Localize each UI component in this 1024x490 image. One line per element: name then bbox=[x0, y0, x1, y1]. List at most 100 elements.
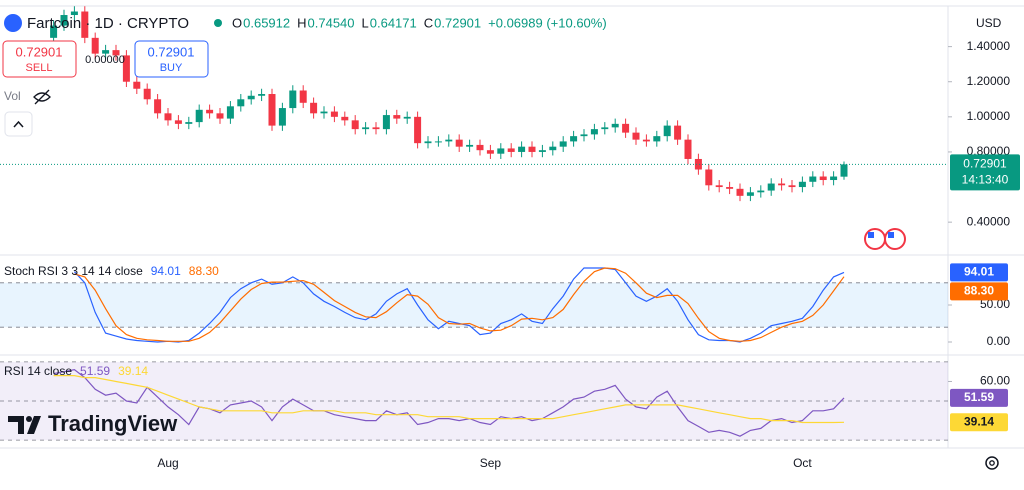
symbol-icon bbox=[4, 14, 22, 32]
candle-body bbox=[268, 94, 276, 126]
candle-body bbox=[778, 183, 786, 186]
band-fill bbox=[0, 282, 948, 328]
x-tick-label: Sep bbox=[480, 456, 502, 470]
candle-body bbox=[590, 129, 598, 135]
candle-body bbox=[674, 125, 682, 140]
candle-body bbox=[663, 125, 671, 137]
flag-canton bbox=[888, 232, 894, 238]
watermark-text: TradingView bbox=[48, 411, 178, 436]
indicator-line bbox=[53, 375, 845, 424]
x-tick-label: Aug bbox=[157, 456, 178, 470]
candle-body bbox=[60, 15, 68, 26]
indicator-line bbox=[73, 267, 845, 343]
legend-value: 51.59 bbox=[80, 364, 110, 378]
candle-body bbox=[497, 148, 505, 154]
candle-body bbox=[351, 120, 359, 130]
indicator-line bbox=[53, 369, 845, 437]
change: +0.06989 (+10.60%) bbox=[488, 15, 607, 30]
candle-body bbox=[798, 181, 806, 188]
candle-body bbox=[445, 139, 453, 142]
y-tick-label: 1.00000 bbox=[967, 109, 1011, 123]
watermark: TradingView bbox=[8, 411, 178, 436]
candle-body bbox=[570, 136, 578, 142]
volume-label: Vol bbox=[4, 89, 21, 103]
candle-body bbox=[788, 185, 796, 188]
candle-body bbox=[362, 127, 370, 130]
candle-body bbox=[289, 90, 297, 109]
legend-value: 39.14 bbox=[118, 364, 148, 378]
candle-body bbox=[809, 176, 817, 182]
candle-body bbox=[310, 102, 318, 114]
symbol-title[interactable]: Fartcoin · 1D · CRYPTO bbox=[27, 15, 189, 32]
collapse-button[interactable] bbox=[4, 111, 33, 137]
legend-value: 94.01 bbox=[151, 264, 181, 278]
candle-body bbox=[507, 148, 515, 152]
y-tick-label: 1.40000 bbox=[967, 39, 1011, 53]
sell-button[interactable] bbox=[2, 40, 77, 78]
indicator-title: Stoch RSI 3 3 14 14 close bbox=[4, 264, 143, 278]
candle-body bbox=[476, 144, 484, 151]
candle-body bbox=[174, 120, 182, 124]
candle-body bbox=[726, 187, 734, 189]
stat-key: C bbox=[424, 15, 433, 30]
stat-key: H bbox=[297, 15, 306, 30]
candle-body bbox=[622, 123, 630, 133]
y-tick-label: 1.20000 bbox=[967, 74, 1011, 88]
candle-body bbox=[133, 81, 141, 89]
candle-body bbox=[70, 11, 78, 16]
stat-key: L bbox=[362, 15, 369, 30]
candle-body bbox=[549, 146, 557, 151]
candle-body bbox=[91, 37, 99, 54]
price-tag bbox=[950, 154, 1020, 191]
candle-body bbox=[154, 99, 162, 114]
gear bbox=[985, 456, 999, 470]
candle-body bbox=[580, 134, 588, 137]
value-tag bbox=[950, 282, 1008, 301]
currency[interactable]: USD bbox=[976, 16, 1002, 30]
marks bbox=[0, 6, 948, 437]
y-tick-label: 50.00 bbox=[980, 297, 1010, 311]
candle-body bbox=[538, 150, 546, 152]
candle-body bbox=[632, 132, 640, 140]
event-flags[interactable] bbox=[864, 228, 906, 250]
candle-body bbox=[102, 50, 110, 54]
candle-body bbox=[767, 183, 775, 191]
candle-body bbox=[393, 115, 401, 119]
indicator-line bbox=[74, 267, 845, 342]
candle-body bbox=[434, 141, 442, 143]
candle-body bbox=[50, 25, 58, 38]
x-tick-label: Oct bbox=[793, 456, 812, 470]
candle-body bbox=[341, 116, 349, 121]
candle-body bbox=[330, 111, 338, 117]
candle-body bbox=[195, 109, 203, 123]
candle-body bbox=[299, 90, 307, 103]
candle-body bbox=[320, 111, 328, 114]
candle-body bbox=[830, 176, 838, 181]
candle-body bbox=[653, 136, 661, 142]
eye-slash bbox=[34, 89, 50, 105]
candle-body bbox=[611, 123, 619, 128]
candle-body bbox=[247, 95, 255, 100]
candle-body bbox=[237, 99, 245, 107]
candle-body bbox=[694, 158, 702, 170]
candle-body bbox=[455, 139, 463, 147]
flag-canton bbox=[868, 232, 874, 238]
buy-button[interactable] bbox=[134, 40, 209, 78]
stat-value: 0.64171 bbox=[370, 15, 417, 30]
candle-body bbox=[518, 146, 526, 152]
value-tag bbox=[950, 388, 1008, 407]
stat-key: O bbox=[232, 15, 242, 30]
candle-body bbox=[414, 116, 422, 144]
visibility-toggle[interactable] bbox=[33, 89, 51, 105]
candle-body bbox=[840, 164, 848, 177]
candle-body bbox=[424, 141, 432, 144]
sell-label: SELL bbox=[26, 62, 53, 74]
candle-body bbox=[736, 188, 744, 196]
candle-body bbox=[705, 169, 713, 186]
legend-value: 88.30 bbox=[189, 264, 219, 278]
candle-body bbox=[382, 115, 390, 130]
value-tag bbox=[950, 263, 1008, 282]
settings-icon[interactable] bbox=[985, 456, 999, 470]
value-tag bbox=[950, 413, 1008, 432]
